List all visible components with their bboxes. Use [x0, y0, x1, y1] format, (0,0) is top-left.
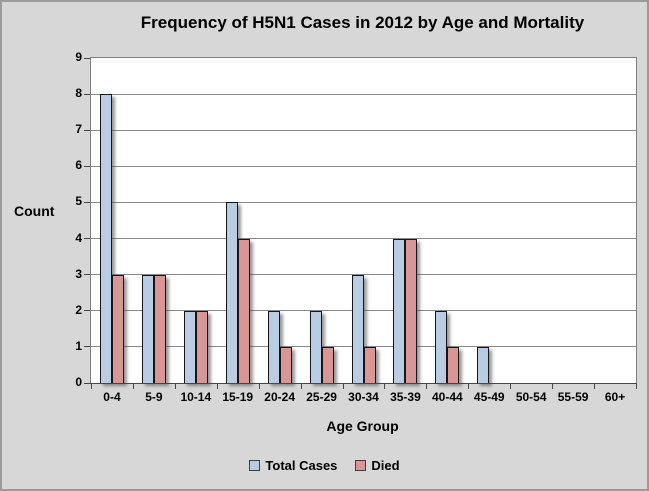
gridline [91, 238, 636, 240]
chart-title: Frequency of H5N1 Cases in 2012 by Age a… [140, 13, 585, 32]
x-axis-tick [468, 384, 470, 389]
y-tick-label: 3 [75, 266, 82, 281]
x-axis-tick [426, 384, 428, 389]
bar-died-15-19 [237, 238, 250, 383]
bar-died-30-34 [363, 346, 376, 383]
y-axis-tick [84, 129, 90, 131]
y-axis-tick [84, 382, 90, 384]
x-tick-label: 15-19 [222, 390, 254, 404]
x-axis-tick [300, 384, 302, 389]
bar-total-cases-40-44 [435, 310, 448, 383]
bar-total-cases-45-49 [477, 346, 490, 383]
x-axis-title: Age Group [326, 418, 399, 434]
x-axis-tick [216, 384, 218, 389]
bar-died-10-14 [195, 310, 208, 383]
x-axis-line [90, 383, 637, 384]
x-tick-label: 40-44 [431, 390, 463, 404]
y-tick-label: 8 [75, 86, 82, 101]
plot-area: 0-4 5-9 10-14 15-19 20-24 25-29 30-34 35-39 40-4… [84, 57, 637, 404]
x-axis-tick [594, 384, 596, 389]
y-tick-label: 1 [75, 338, 82, 353]
x-axis-tick [636, 384, 637, 389]
gridline [91, 274, 636, 276]
legend-item: Died [355, 458, 400, 473]
y-axis-tick [84, 274, 90, 276]
y-tick-label: 9 [75, 50, 82, 64]
y-axis-tick [84, 201, 90, 203]
legend: Total Cases Died [2, 458, 647, 473]
x-tick-label: 5-9 [145, 390, 163, 404]
bar-total-cases-35-39 [393, 238, 406, 383]
gridline [91, 165, 636, 167]
y-tick-label: 7 [75, 122, 82, 137]
x-axis-tick [91, 384, 92, 389]
gridline [91, 310, 636, 312]
x-axis-tick [384, 384, 386, 389]
legend-label: Total Cases [265, 458, 338, 473]
bar-died-40-44 [447, 346, 460, 383]
x-tick-label: 0-4 [103, 390, 121, 404]
y-axis-tick [84, 165, 90, 167]
y-axis-tick [84, 310, 90, 312]
legend-label: Died [371, 458, 400, 473]
gridline [91, 129, 636, 131]
x-axis-tick [258, 384, 260, 389]
x-tick-label: 25-29 [306, 390, 337, 404]
bar-died-20-24 [279, 346, 292, 383]
x-tick-label: 55-59 [557, 390, 589, 404]
bar-total-cases-30-34 [351, 274, 364, 383]
legend-swatch-icon [355, 460, 367, 471]
bar-total-cases-20-24 [267, 310, 280, 383]
bar-total-cases-10-14 [183, 310, 196, 383]
bar-died-0-4 [111, 274, 124, 383]
bar-total-cases-15-19 [225, 202, 238, 383]
x-axis-tick [552, 384, 554, 389]
x-tick-label: 35-39 [390, 390, 421, 404]
x-tick-label: 20-24 [264, 390, 295, 404]
x-tick-label: 50-54 [515, 390, 547, 404]
gridline [91, 93, 636, 95]
y-tick-label: 4 [75, 230, 82, 245]
y-tick-label: 0 [75, 375, 82, 389]
x-axis-tick [174, 384, 176, 389]
y-axis-tick [84, 93, 90, 95]
x-axis-tick [510, 384, 512, 389]
bar-total-cases-0-4 [99, 94, 112, 383]
legend-item: Total Cases [249, 458, 337, 473]
x-tick-label: 60+ [604, 390, 626, 404]
gridline [91, 201, 636, 203]
bar-died-35-39 [405, 238, 418, 383]
bar-died-5-9 [153, 274, 166, 383]
x-tick-label: 10-14 [180, 390, 212, 404]
y-tick-label: 5 [75, 194, 82, 209]
legend-swatch-icon [249, 460, 261, 471]
x-axis-tick [342, 384, 344, 389]
gridline [91, 346, 636, 348]
bar-died-25-29 [321, 346, 334, 383]
x-tick-label: 30-34 [348, 390, 379, 404]
y-axis-tick [84, 57, 90, 59]
y-tick-label: 6 [75, 158, 82, 173]
y-axis-title: Count [14, 203, 55, 219]
bar-total-cases-25-29 [309, 310, 322, 383]
x-axis-tick [132, 384, 134, 389]
y-axis-tick [84, 346, 90, 348]
x-tick-label: 45-49 [473, 390, 505, 404]
bar-total-cases-5-9 [141, 274, 154, 383]
y-axis-tick [84, 238, 90, 240]
y-tick-label: 2 [75, 302, 82, 317]
